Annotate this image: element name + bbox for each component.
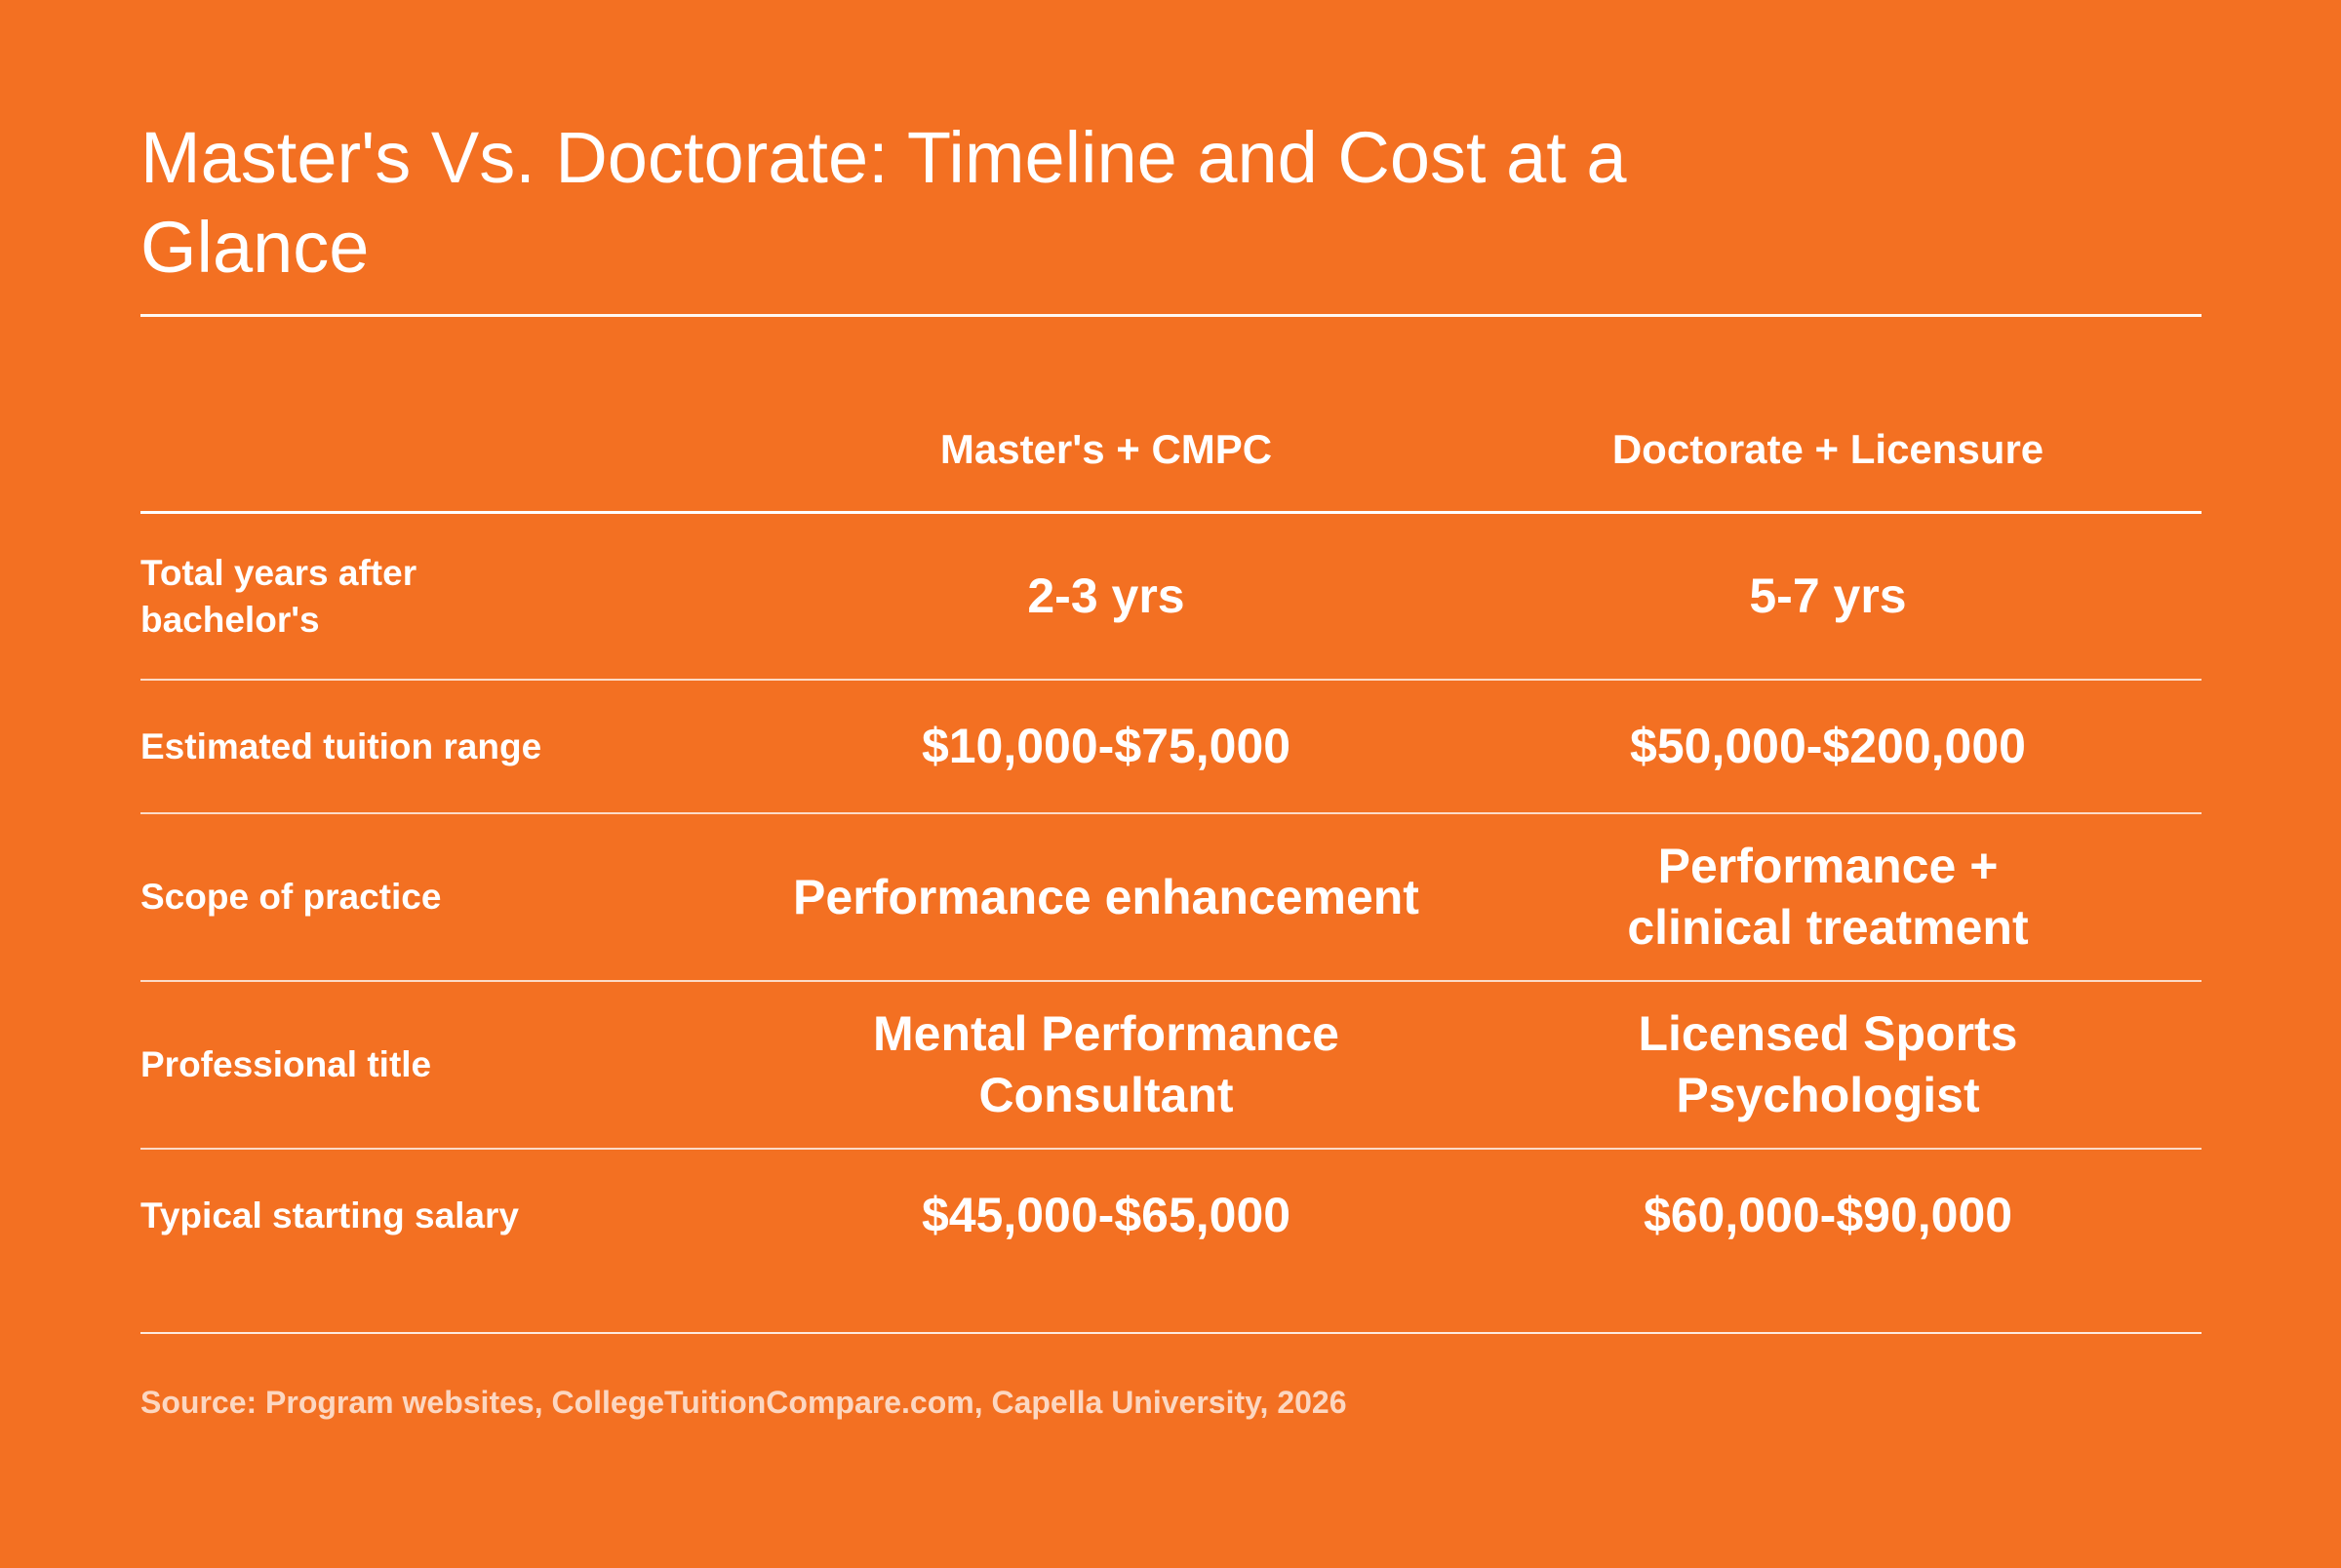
table-row: Scope of practice Performance enhancemen…: [140, 814, 2202, 982]
table-row: Total years after bachelor's 2-3 yrs 5-7…: [140, 514, 2202, 681]
column-header-masters: Master's + CMPC: [939, 426, 1273, 472]
table-row: Professional title Mental Performance Co…: [140, 982, 2202, 1150]
cell-masters: $45,000-$65,000: [921, 1188, 1291, 1242]
row-label: Typical starting salary: [140, 1195, 519, 1235]
cell-doctorate: Licensed Sports Psychologist: [1638, 1006, 2018, 1122]
cell-doctorate: $50,000-$200,000: [1630, 719, 2026, 773]
row-label: Scope of practice: [140, 877, 442, 917]
table-header-row: Master's + CMPC Doctorate + Licensure: [140, 390, 2202, 514]
table-row: Estimated tuition range $10,000-$75,000 …: [140, 681, 2202, 814]
title-divider: [140, 314, 2202, 317]
column-header-doctorate: Doctorate + Licensure: [1611, 426, 2044, 472]
row-label: Professional title: [140, 1044, 432, 1084]
cell-doctorate: 5-7 yrs: [1749, 568, 1907, 623]
cell-masters: $10,000-$75,000: [921, 719, 1291, 773]
cell-doctorate: $60,000-$90,000: [1643, 1188, 2013, 1242]
comparison-table: Master's + CMPC Doctorate + Licensure To…: [140, 390, 2202, 1281]
row-label: Total years after bachelor's: [140, 552, 417, 640]
cell-masters: Performance enhancement: [793, 869, 1419, 924]
cell-doctorate: Performance + clinical treatment: [1627, 839, 2029, 955]
source-note: Source: Program websites, CollegeTuition…: [140, 1385, 1347, 1420]
table-row: Typical starting salary $45,000-$65,000 …: [140, 1150, 2202, 1281]
cell-masters: Mental Performance Consultant: [873, 1006, 1339, 1122]
cell-masters: 2-3 yrs: [1027, 568, 1185, 623]
page-title: Master's Vs. Doctorate: Timeline and Cos…: [140, 117, 1627, 288]
footer-divider: [140, 1332, 2202, 1334]
row-label: Estimated tuition range: [140, 725, 542, 766]
